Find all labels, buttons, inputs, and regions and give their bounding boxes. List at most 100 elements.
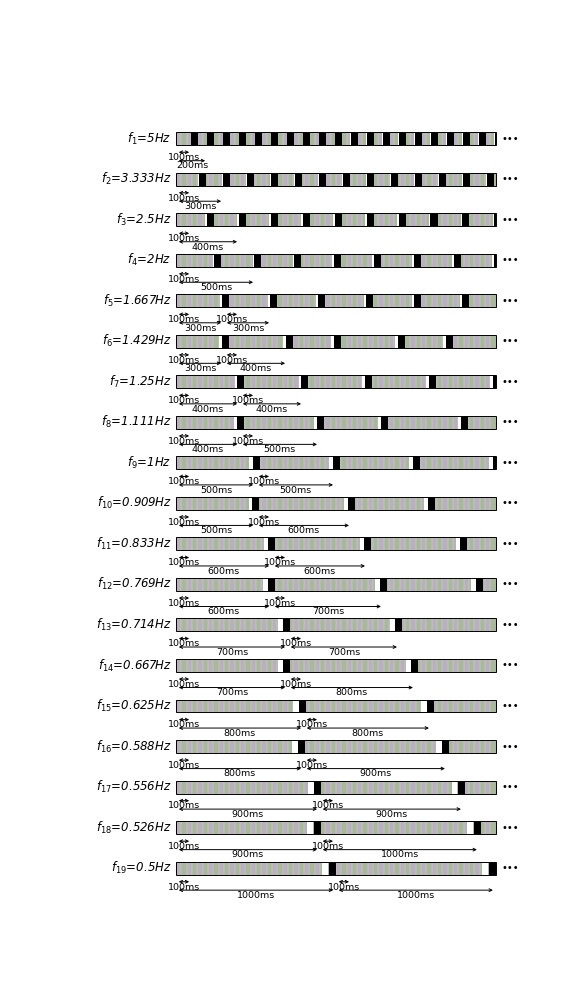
Bar	[437, 659, 442, 672]
Bar	[315, 578, 320, 591]
Bar	[309, 537, 315, 550]
Bar	[192, 294, 197, 307]
Bar	[203, 497, 208, 510]
Bar	[336, 700, 341, 712]
Bar	[400, 862, 405, 875]
Bar	[220, 294, 226, 307]
Bar	[474, 132, 480, 145]
Bar	[453, 618, 458, 631]
Bar	[334, 254, 342, 267]
Bar	[490, 254, 496, 267]
Bar	[347, 821, 352, 834]
Bar	[347, 537, 352, 550]
Bar	[405, 416, 410, 429]
Bar	[405, 335, 410, 348]
Bar	[462, 213, 469, 226]
Bar	[229, 618, 234, 631]
Bar	[485, 213, 490, 226]
Bar	[234, 618, 240, 631]
Bar	[464, 416, 469, 429]
Bar	[384, 659, 389, 672]
Bar	[410, 659, 416, 672]
Bar	[357, 335, 363, 348]
Bar	[373, 537, 379, 550]
Bar	[480, 537, 485, 550]
Bar	[429, 213, 435, 226]
Bar	[352, 213, 357, 226]
Bar	[352, 578, 357, 591]
Bar	[229, 740, 234, 753]
Bar	[341, 578, 347, 591]
Bar	[405, 740, 410, 753]
Bar	[192, 821, 197, 834]
Bar	[432, 618, 437, 631]
Bar	[379, 254, 384, 267]
Bar	[464, 173, 469, 186]
Bar	[277, 375, 282, 388]
Text: 400ms: 400ms	[192, 445, 224, 454]
Bar	[373, 294, 379, 307]
Bar	[384, 740, 389, 753]
Bar	[397, 213, 403, 226]
Bar	[458, 497, 464, 510]
Bar	[256, 659, 261, 672]
Bar	[480, 700, 485, 712]
Bar	[277, 578, 282, 591]
Bar	[237, 416, 244, 429]
Bar	[203, 578, 208, 591]
Bar	[272, 781, 277, 794]
Text: 500ms: 500ms	[264, 445, 296, 454]
Bar	[443, 335, 449, 348]
Bar	[439, 173, 446, 186]
Bar	[490, 659, 496, 672]
Bar	[462, 173, 468, 186]
Text: $f_{11}$=0.833Hz: $f_{11}$=0.833Hz	[96, 536, 171, 552]
Bar	[320, 537, 325, 550]
Bar	[360, 537, 366, 550]
Bar	[331, 456, 336, 469]
Bar	[341, 173, 347, 186]
Bar	[469, 659, 474, 672]
Bar	[272, 294, 277, 307]
Bar	[266, 416, 272, 429]
Bar	[229, 497, 234, 510]
Bar	[181, 254, 187, 267]
Bar	[426, 618, 432, 631]
Bar	[250, 862, 256, 875]
Bar	[224, 497, 229, 510]
Bar	[176, 173, 496, 186]
Text: •••: •••	[501, 498, 519, 508]
Bar	[352, 456, 357, 469]
Bar	[176, 740, 496, 753]
Bar	[250, 781, 256, 794]
Bar	[309, 254, 315, 267]
Text: 500ms: 500ms	[200, 526, 232, 535]
Bar	[197, 659, 203, 672]
Bar	[426, 659, 432, 672]
Bar	[363, 132, 368, 145]
Bar	[363, 862, 368, 875]
Bar	[480, 173, 485, 186]
Bar	[357, 416, 363, 429]
Bar	[448, 497, 453, 510]
Bar	[384, 618, 389, 631]
Bar	[256, 578, 261, 591]
Bar	[464, 375, 469, 388]
Bar	[453, 294, 458, 307]
Bar	[368, 578, 373, 591]
Bar	[357, 659, 363, 672]
Bar	[219, 497, 224, 510]
Bar	[176, 578, 181, 591]
Bar	[224, 416, 229, 429]
Bar	[426, 375, 432, 388]
Bar	[400, 618, 405, 631]
Bar	[266, 132, 272, 145]
Bar	[410, 375, 416, 388]
Bar	[288, 659, 293, 672]
Bar	[333, 335, 340, 348]
Bar	[437, 173, 442, 186]
Bar	[409, 456, 415, 469]
Bar	[304, 659, 309, 672]
Bar	[394, 821, 400, 834]
Text: 500ms: 500ms	[200, 283, 232, 292]
